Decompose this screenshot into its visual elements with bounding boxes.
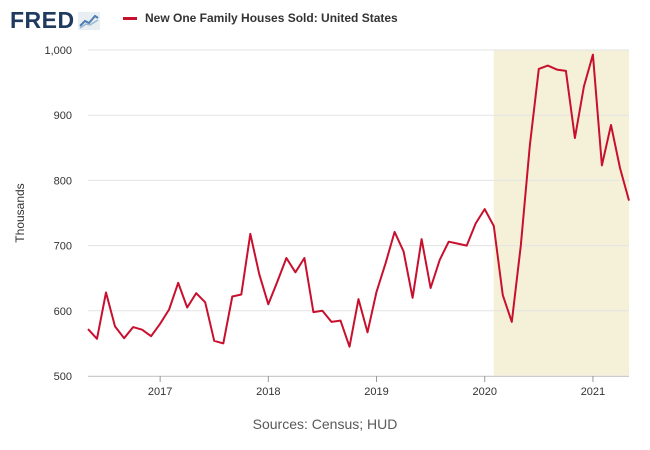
y-axis-label: Thousands <box>13 183 27 242</box>
x-tick-label: 2021 <box>581 386 605 398</box>
fred-logo[interactable]: FRED <box>10 7 100 34</box>
trend-chart-icon <box>77 11 100 30</box>
y-tick-label: 900 <box>54 110 72 122</box>
y-tick-label: 600 <box>54 306 72 318</box>
y-tick-label: 500 <box>54 371 72 383</box>
y-tick-label: 700 <box>54 241 72 253</box>
x-tick-label: 2017 <box>148 386 172 398</box>
legend: New One Family Houses Sold: United State… <box>123 11 398 25</box>
y-tick-label: 1,000 <box>44 45 72 57</box>
legend-swatch <box>123 16 137 20</box>
x-tick-label: 2019 <box>364 386 388 398</box>
recession-shading <box>493 50 629 376</box>
logo-text: FRED <box>10 7 75 33</box>
x-tick-label: 2018 <box>256 386 280 398</box>
source-note: Sources: Census; HUD <box>252 416 398 432</box>
x-tick-label: 2020 <box>472 386 496 398</box>
series-line <box>87 53 630 348</box>
y-tick-label: 800 <box>54 175 72 187</box>
chart-header: FRED New One Family Houses Sold: United … <box>0 0 650 40</box>
legend-series-name: New One Family Houses Sold: United State… <box>145 11 398 25</box>
